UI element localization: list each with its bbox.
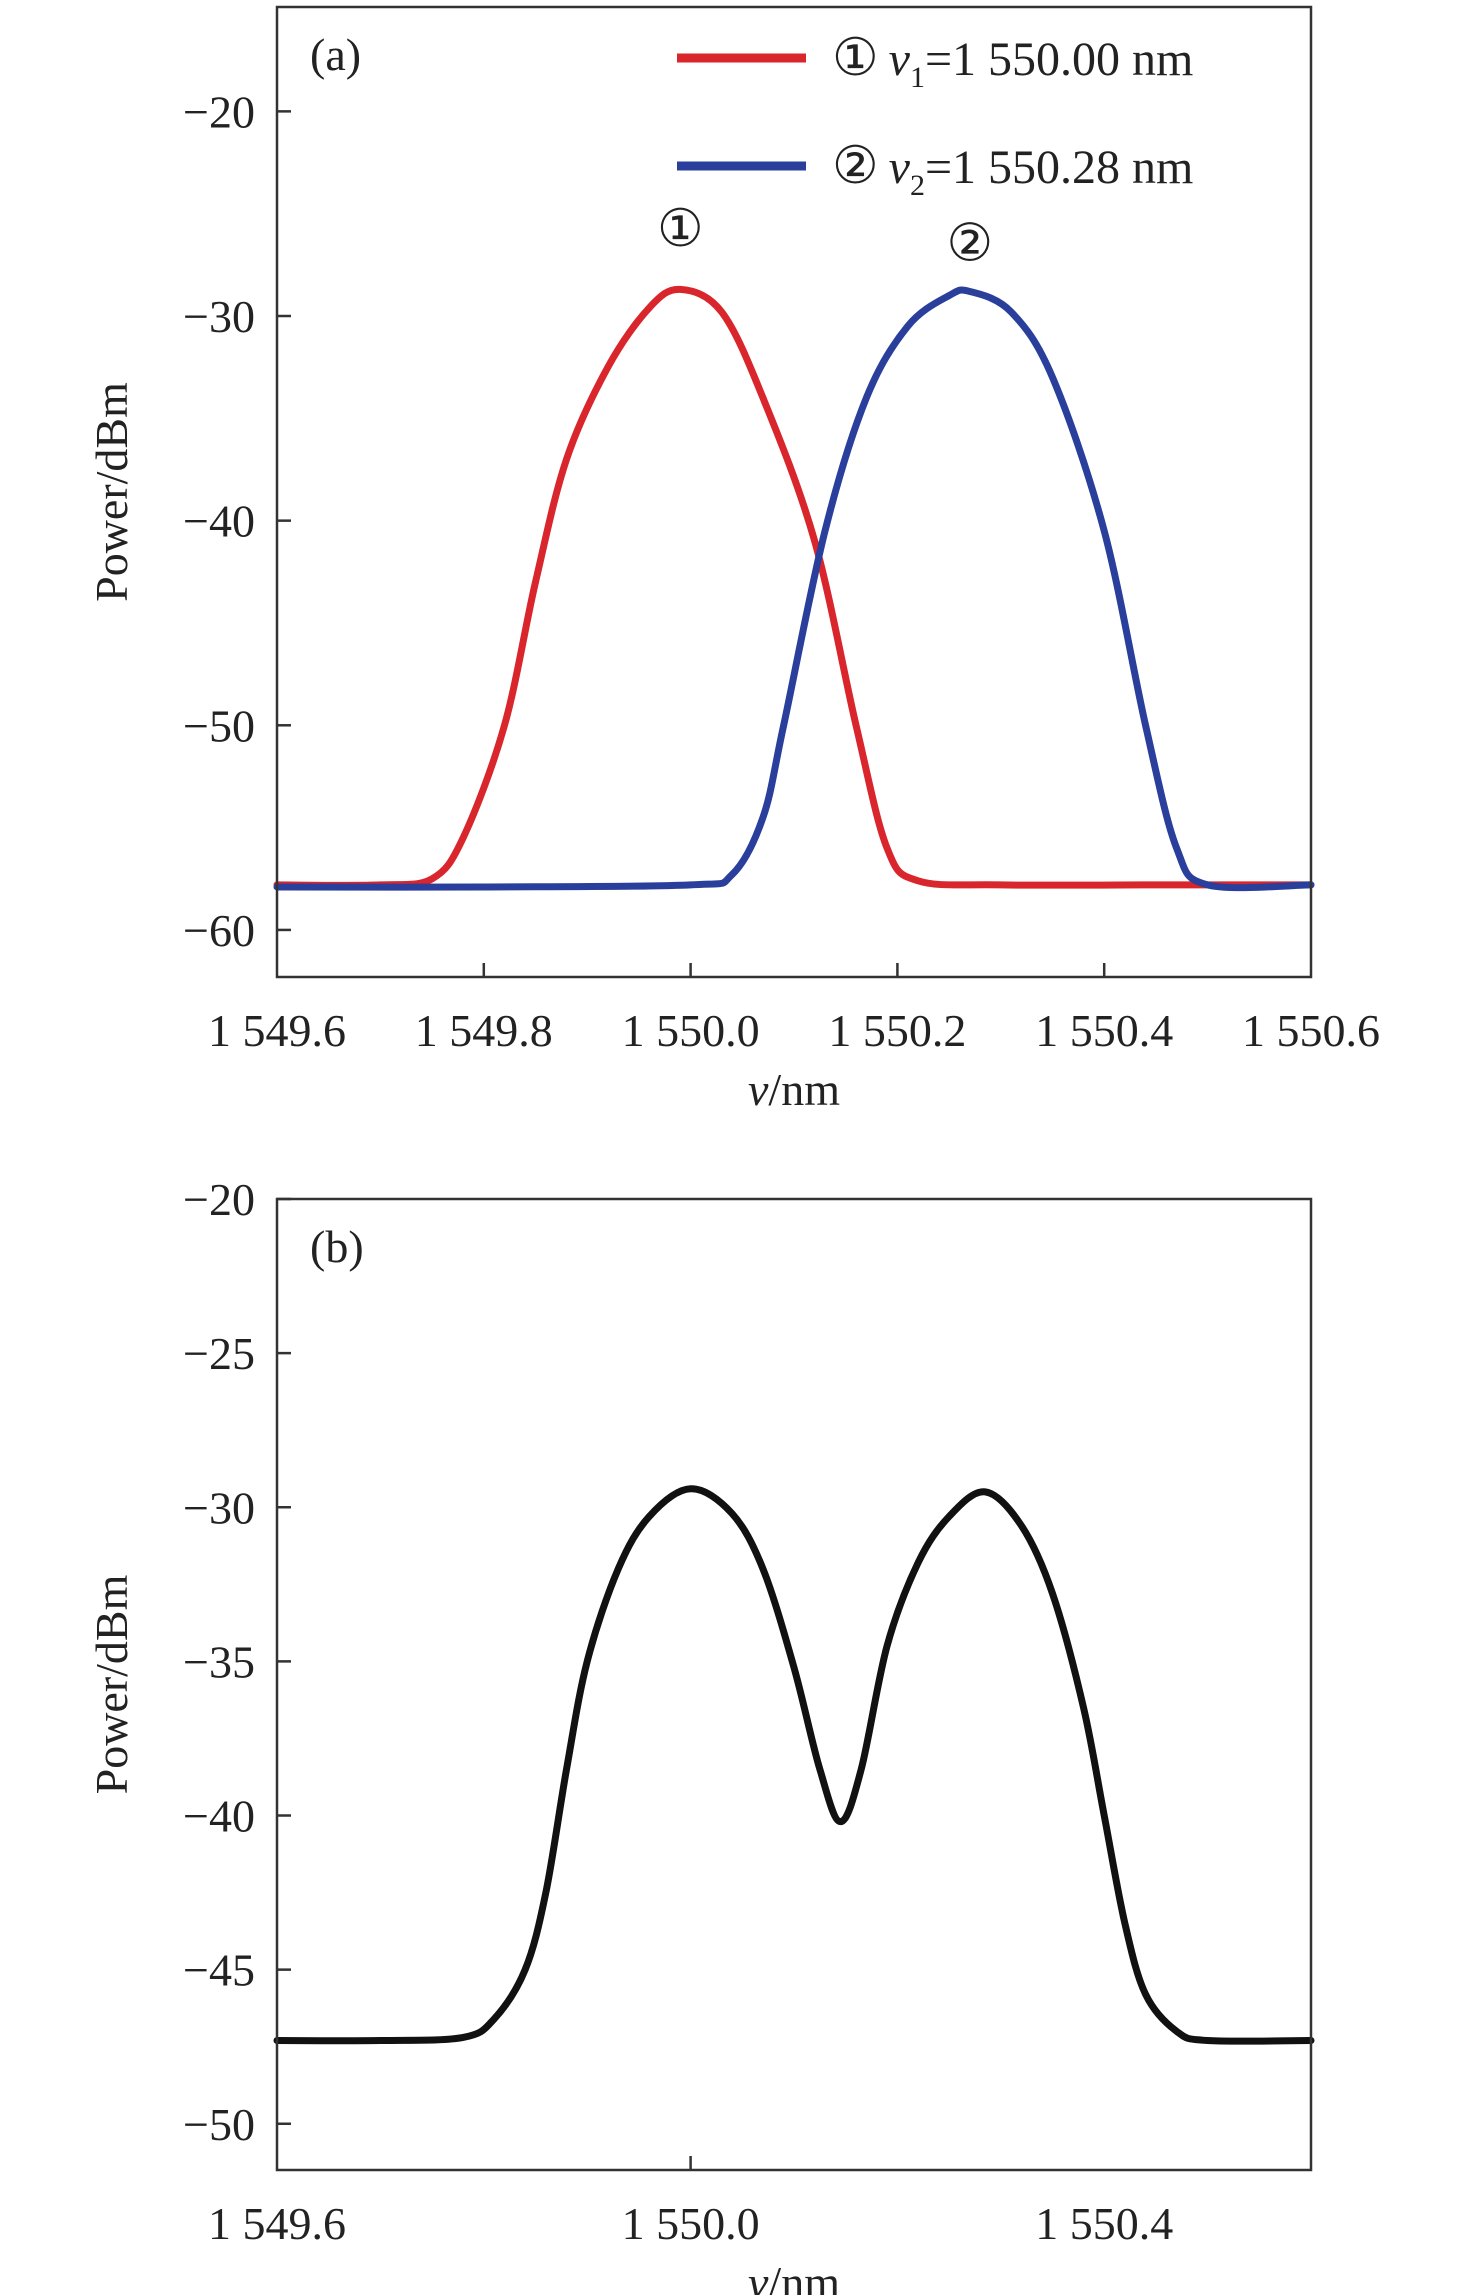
panel-label: (a) [310,29,361,80]
series-line-1 [273,285,1315,889]
panel-label: (b) [310,1221,364,1272]
legend-var: v [889,141,911,194]
y-tick-label: −30 [183,291,255,342]
x-tick-label: 1 550.6 [1242,1005,1380,1056]
x-axis-unit: /nm [768,1064,840,1115]
legend-value: =1 550.28 nm [925,141,1193,194]
x-tick-label: 1 550.0 [622,2198,760,2249]
series-line-2 [273,286,1315,892]
peak-annotation: ② [946,215,993,272]
y-tick-label: −50 [183,2099,255,2150]
y-tick-label: −45 [183,1945,255,1996]
y-tick-label: −40 [183,1791,255,1842]
y-tick-label: −30 [183,1482,255,1533]
plot-frame [275,5,1313,979]
x-tick-label: 1 550.2 [828,1005,966,1056]
legend-value: =1 550.00 nm [925,33,1193,86]
x-axis-label: v/nm [748,2257,840,2295]
legend-var: v [889,33,911,86]
y-tick-label: −25 [183,1328,255,1379]
y-axis-label: Power/dBm [86,1574,137,1794]
y-tick-label: −40 [183,496,255,547]
peak-annotation: ① [657,201,704,258]
y-tick-label: −20 [183,1174,255,1225]
x-tick-label: 1 550.4 [1035,2198,1173,2249]
y-tick-label: −35 [183,1636,255,1687]
legend-subscript: 2 [910,169,925,202]
y-tick-label: −20 [183,86,255,137]
series-line-1 [273,1485,1315,2045]
legend-subscript: 1 [910,61,925,94]
x-tick-label: 1 550.0 [622,1005,760,1056]
y-axis-label: Power/dBm [86,382,137,602]
x-axis-label: v/nm [748,1064,840,1115]
y-tick-label: −50 [183,700,255,751]
x-axis-var: v [748,2257,769,2295]
y-tick-label: −60 [183,905,255,956]
x-axis-unit: /nm [768,2257,840,2295]
x-tick-label: 1 549.6 [208,2198,346,2249]
x-tick-label: 1 549.6 [208,1005,346,1056]
panel-a: −20 −30 −40 −50 −60 1 549.6 1 549.8 1 550.0 1 55… [86,5,1380,1115]
panel-b: −20 −25 −30 −35 −40 −45 −50 1 549.6 1 550.0 1 550… [86,1174,1315,2295]
plot-frame [275,1197,1313,2172]
legend-label-2: ② v2=1 550.28 nm [832,138,1193,202]
x-tick-label: 1 550.4 [1035,1005,1173,1056]
legend-marker: ② [832,138,879,195]
legend-label-1: ① v1=1 550.00 nm [832,30,1193,94]
x-tick-label: 1 549.8 [415,1005,553,1056]
legend-marker: ① [832,30,879,87]
x-axis-var: v [748,1064,769,1115]
